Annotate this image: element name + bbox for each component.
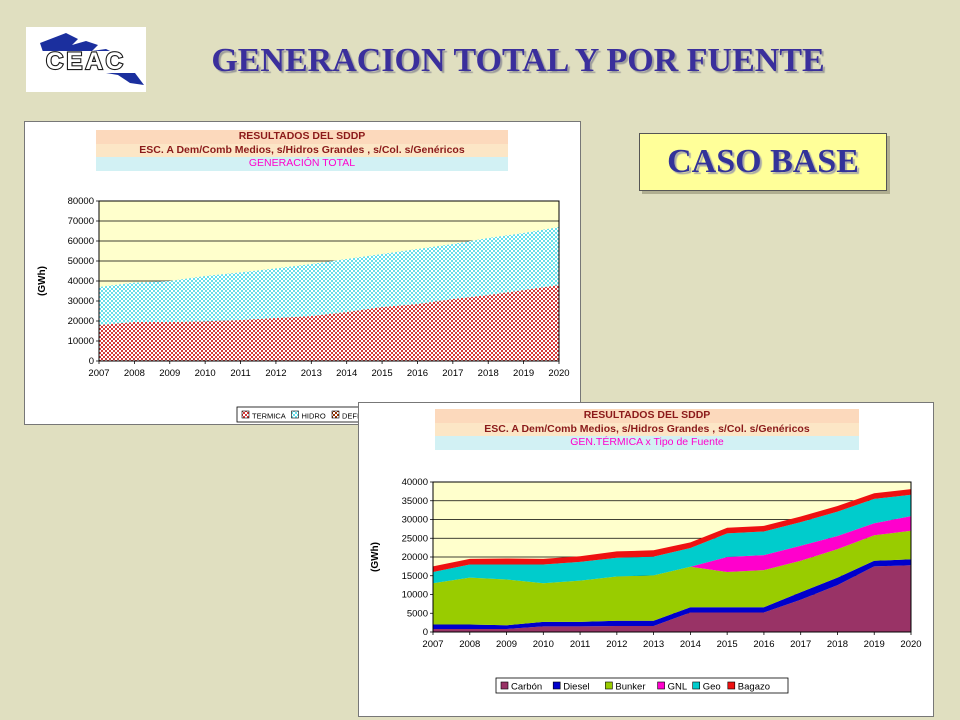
legend-label-deficit: DEFICIT bbox=[342, 412, 372, 421]
area-carbon bbox=[433, 565, 911, 632]
x-tick-label: 2020 bbox=[900, 639, 921, 650]
y-axis-label: (GWh) bbox=[37, 266, 48, 296]
area-geo bbox=[433, 494, 911, 584]
plot-border bbox=[432, 481, 912, 633]
y-tick-label: 30000 bbox=[402, 515, 428, 526]
logo-text: CEAC bbox=[46, 48, 126, 75]
x-tick-label: 2012 bbox=[265, 368, 286, 379]
chart-thermal-by-source: 0 5000 10000 15000 20000 25000 30000 35000 40000… bbox=[370, 477, 922, 694]
legend-swatch-deficit bbox=[331, 410, 340, 419]
y-tick-label: 25000 bbox=[402, 533, 428, 544]
x-tick-label: 2016 bbox=[753, 639, 774, 650]
legend-swatch-diesel bbox=[552, 681, 561, 690]
y-tick-label: 60000 bbox=[68, 236, 94, 247]
x-tick-label: 2007 bbox=[422, 639, 443, 650]
x-tick-label: 2017 bbox=[790, 639, 811, 650]
x-tick-label: 2012 bbox=[606, 639, 627, 650]
y-tick-label: 70000 bbox=[68, 216, 94, 227]
y-tick-label: 0 bbox=[89, 356, 94, 367]
x-tick-label: 2018 bbox=[827, 639, 848, 650]
y-tick-label: 5000 bbox=[407, 608, 428, 619]
plot-border bbox=[98, 200, 560, 362]
x-tick-label: 2010 bbox=[195, 368, 216, 379]
x-tick-label: 2009 bbox=[159, 368, 180, 379]
x-tick-label: 2018 bbox=[478, 368, 499, 379]
header-line-2: ESC. A Dem/Comb Medios, s/Hidros Grandes… bbox=[435, 422, 859, 436]
x-tick-label: 2019 bbox=[513, 368, 534, 379]
case-label: CASO BASE bbox=[639, 133, 887, 191]
area-bagazo bbox=[433, 489, 911, 572]
legend-label-bunker: Bunker bbox=[615, 682, 645, 693]
ceac-logo: CEAC bbox=[26, 27, 146, 92]
area-bunker bbox=[433, 530, 911, 626]
x-tick-label: 2020 bbox=[548, 368, 569, 379]
legend-label-geo: Geo bbox=[703, 682, 721, 693]
x-tick-label: 2011 bbox=[230, 368, 250, 379]
x-tick-label: 2007 bbox=[88, 368, 109, 379]
x-tick-label: 2015 bbox=[372, 368, 393, 379]
header-line-1: RESULTADOS DEL SDDP bbox=[435, 409, 859, 423]
legend-swatch-bagazo bbox=[727, 681, 736, 690]
chart-header: RESULTADOS DEL SDDP ESC. A Dem/Comb Medi… bbox=[96, 130, 508, 171]
header-line-1: RESULTADOS DEL SDDP bbox=[96, 130, 508, 144]
chart-panel-total: RESULTADOS DEL SDDP ESC. A Dem/Comb Medi… bbox=[24, 121, 581, 425]
y-tick-label: 20000 bbox=[68, 316, 94, 327]
x-tick-label: 2010 bbox=[533, 639, 554, 650]
area-gnl bbox=[433, 516, 911, 584]
area-diesel bbox=[433, 559, 911, 629]
x-tick-label: 2014 bbox=[336, 368, 357, 379]
y-tick-label: 40000 bbox=[68, 276, 94, 287]
chart-header: RESULTADOS DEL SDDP ESC. A Dem/Comb Medi… bbox=[435, 409, 859, 450]
x-tick-label: 2009 bbox=[496, 639, 517, 650]
chart-total-generation: 0 10000 20000 30000 40000 50000 60000 70000 8000… bbox=[37, 196, 570, 423]
header-line-3: GEN.TÉRMICA x Tipo de Fuente bbox=[435, 436, 859, 450]
header-line-3: GENERACIÓN TOTAL bbox=[96, 157, 508, 171]
x-tick-label: 2008 bbox=[124, 368, 145, 379]
legend-label-termica: TERMICA bbox=[252, 412, 286, 421]
area-hidro bbox=[99, 227, 559, 325]
area-termica bbox=[99, 285, 559, 361]
y-tick-label: 40000 bbox=[402, 477, 428, 488]
chart-panel-thermal: RESULTADOS DEL SDDP ESC. A Dem/Comb Medi… bbox=[358, 402, 934, 717]
x-tick-label: 2013 bbox=[643, 639, 664, 650]
x-tick-label: 2016 bbox=[407, 368, 428, 379]
header-line-2: ESC. A Dem/Comb Medios, s/Hidros Grandes… bbox=[96, 143, 508, 157]
y-tick-label: 10000 bbox=[402, 590, 428, 601]
legend-label-diesel: Diesel bbox=[563, 682, 589, 693]
y-axis-label: (GWh) bbox=[370, 542, 381, 572]
legend-swatch-bunker bbox=[605, 681, 613, 690]
y-tick-label: 30000 bbox=[68, 296, 94, 307]
legend-label-gnl: GNL bbox=[668, 682, 688, 693]
x-tick-label: 2015 bbox=[717, 639, 738, 650]
legend-label-hidro: HIDRO bbox=[302, 412, 326, 421]
legend-swatch-carbon bbox=[500, 681, 509, 690]
legend-label-carbon: Carbón bbox=[511, 682, 542, 693]
x-tick-label: 2013 bbox=[301, 368, 322, 379]
y-tick-label: 80000 bbox=[68, 196, 94, 207]
y-tick-label: 20000 bbox=[402, 552, 428, 563]
legend-swatch-gnl bbox=[657, 681, 665, 690]
legend-swatch-hidro bbox=[291, 410, 299, 419]
legend: Carbón Diesel Bunker GNL Geo Bagazo bbox=[495, 677, 789, 694]
y-tick-label: 15000 bbox=[402, 571, 428, 582]
legend: TERMICA HIDRO DEFICIT bbox=[236, 406, 384, 423]
page-title: GENERACION TOTAL Y POR FUENTE bbox=[211, 42, 825, 79]
x-tick-label: 2017 bbox=[442, 368, 463, 379]
y-tick-label: 35000 bbox=[402, 496, 428, 507]
x-tick-label: 2011 bbox=[570, 639, 590, 650]
legend-swatch-termica bbox=[241, 410, 250, 419]
legend-swatch-geo bbox=[692, 681, 701, 690]
x-tick-label: 2008 bbox=[459, 639, 480, 650]
y-tick-label: 50000 bbox=[68, 256, 94, 267]
x-tick-label: 2019 bbox=[864, 639, 885, 650]
x-tick-label: 2014 bbox=[680, 639, 701, 650]
y-tick-label: 10000 bbox=[68, 336, 94, 347]
legend-label-bagazo: Bagazo bbox=[738, 682, 770, 693]
y-tick-label: 0 bbox=[423, 627, 428, 638]
legend-box bbox=[495, 677, 789, 694]
